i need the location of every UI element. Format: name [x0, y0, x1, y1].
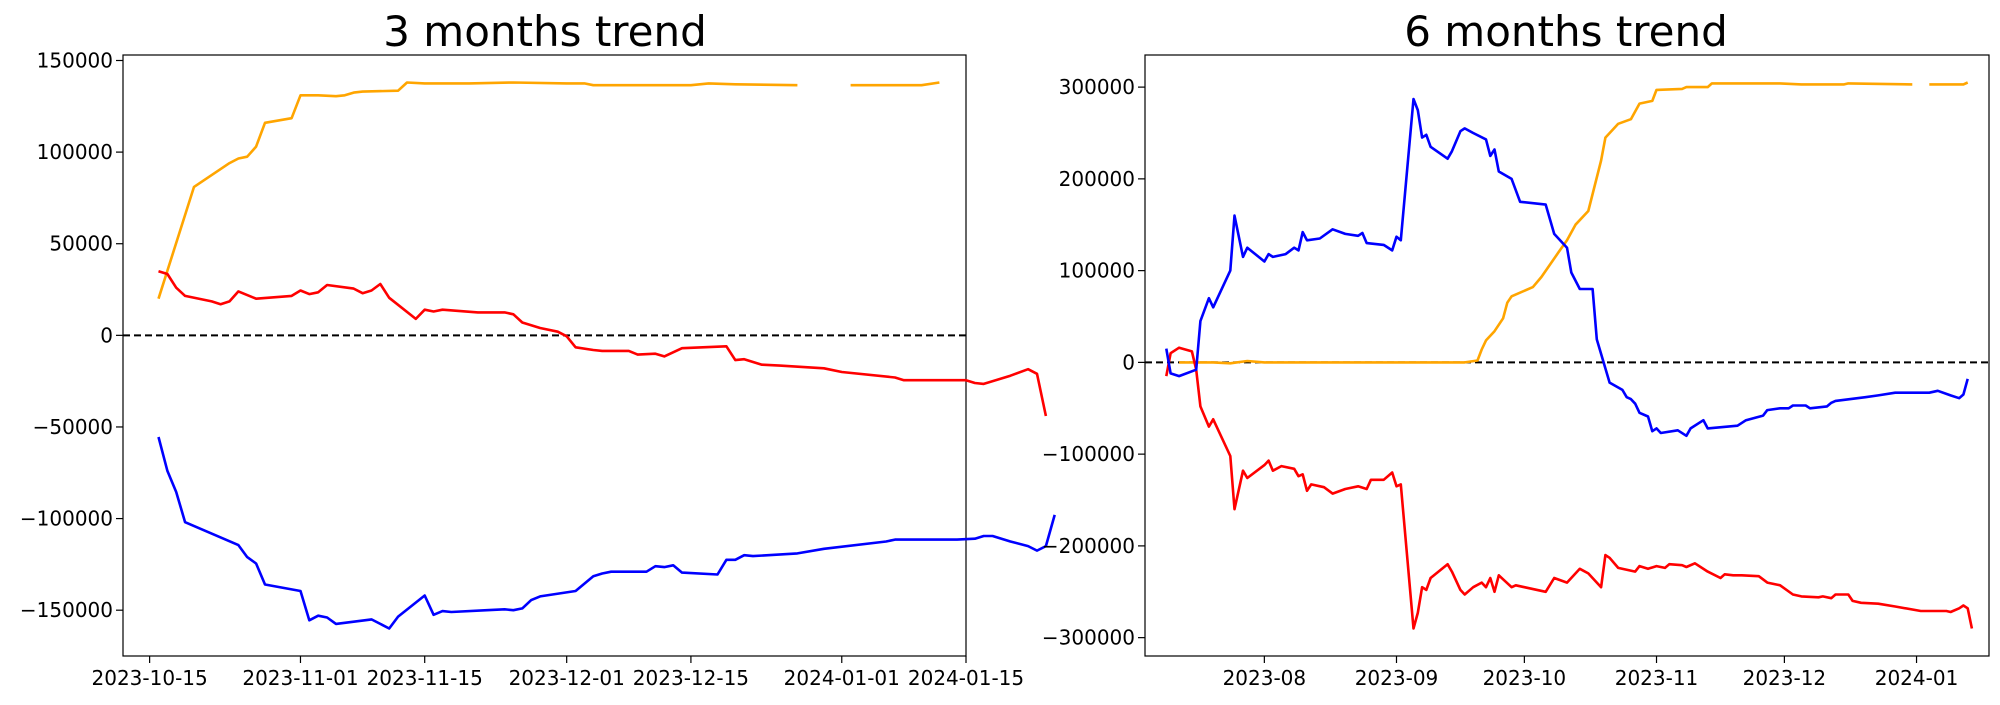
x-tick-label: 2024-01-01 — [784, 666, 900, 690]
series-line-2 — [1165, 346, 1974, 630]
y-tick-label: 100000 — [1059, 259, 1135, 283]
axis-ticks: −300000 −200000 −100000 0 100000 200000 300000… — [1042, 75, 1958, 690]
x-tick-label: 2023-10-15 — [92, 666, 208, 690]
y-tick-label: −100000 — [1042, 442, 1135, 466]
x-tick-label: 2023-10 — [1483, 666, 1567, 690]
x-tick-label: 2023-11 — [1615, 666, 1699, 690]
y-tick-label: 150000 — [37, 48, 113, 72]
y-tick-label: 300000 — [1059, 75, 1135, 99]
y-tick-label: −50000 — [33, 415, 113, 439]
x-tick-label: 2023-08 — [1223, 666, 1307, 690]
series-lines — [1145, 81, 1989, 630]
y-tick-label: 200000 — [1059, 167, 1135, 191]
plot-frame — [1144, 54, 1990, 657]
x-tick-label: 2023-12 — [1743, 666, 1827, 690]
y-tick-label: 100000 — [37, 140, 113, 164]
chart-panel-3-months: 3 months trend −150000 −100000 −50000 0 5000… — [20, 7, 1056, 690]
y-tick-label: −200000 — [1042, 534, 1135, 558]
x-tick-label: 2023-11-01 — [242, 666, 358, 690]
series-line-1 — [157, 81, 940, 300]
chart-title: 6 months trend — [1404, 7, 1728, 56]
x-tick-label: 2023-12-01 — [509, 666, 625, 690]
plot-frame — [122, 54, 967, 657]
y-tick-label: 0 — [100, 323, 113, 347]
y-tick-label: 0 — [1122, 350, 1135, 374]
series-line-2 — [158, 269, 1048, 417]
y-tick-label: −300000 — [1042, 626, 1135, 650]
chart-panel-6-months: 6 months trend −300000 −200000 −100000 0 100… — [1042, 7, 1990, 690]
chart-title: 3 months trend — [383, 7, 707, 56]
series-line-3 — [1165, 97, 1969, 438]
axis-ticks: −150000 −100000 −50000 0 50000 100000 150000 20… — [20, 48, 1024, 690]
x-tick-label: 2023-11-15 — [367, 666, 483, 690]
x-tick-label: 2024-01 — [1875, 666, 1959, 690]
y-tick-label: −100000 — [20, 507, 113, 531]
x-tick-label: 2024-01-15 — [908, 666, 1024, 690]
x-tick-label: 2023-09 — [1355, 666, 1439, 690]
y-tick-label: 50000 — [49, 232, 113, 256]
x-tick-label: 2023-12-15 — [633, 666, 749, 690]
series-lines — [123, 81, 1056, 630]
series-line-3 — [157, 436, 1056, 630]
y-tick-label: −150000 — [20, 598, 113, 622]
series-line-1 — [1179, 81, 1969, 365]
